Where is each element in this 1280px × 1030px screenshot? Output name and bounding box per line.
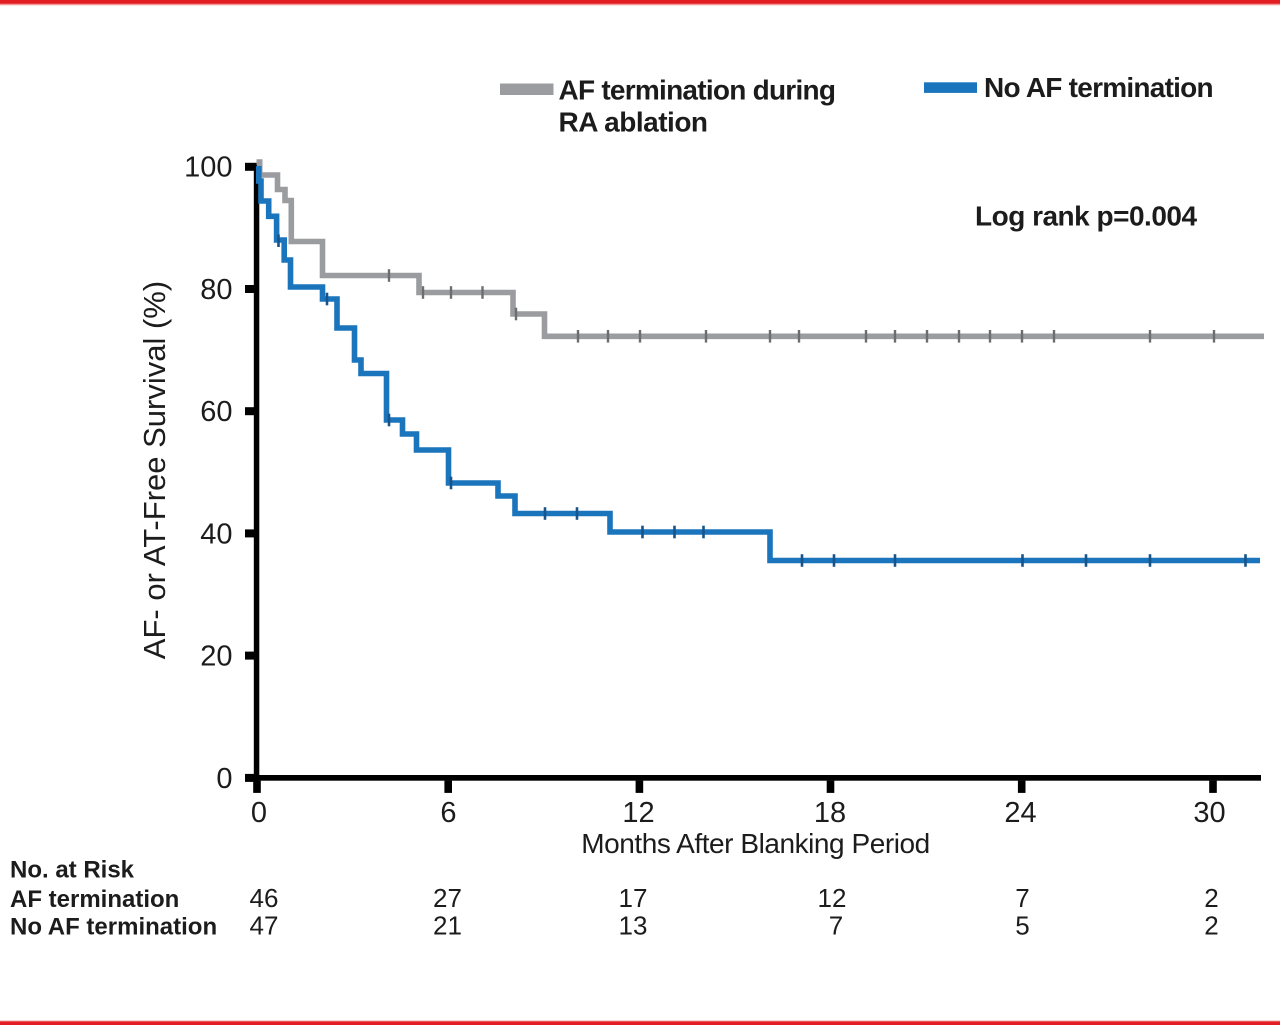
- svg-text:No AF termination: No AF termination: [10, 914, 217, 941]
- svg-text:2: 2: [1204, 911, 1218, 941]
- svg-text:7: 7: [1015, 883, 1029, 913]
- svg-text:20: 20: [200, 641, 232, 673]
- svg-text:27: 27: [433, 883, 462, 913]
- svg-text:60: 60: [200, 396, 232, 428]
- svg-text:47: 47: [250, 911, 279, 941]
- svg-text:2: 2: [1204, 883, 1218, 913]
- svg-text:30: 30: [1193, 797, 1225, 829]
- svg-text:46: 46: [250, 883, 279, 913]
- svg-text:80: 80: [200, 274, 232, 306]
- svg-text:6: 6: [440, 797, 456, 829]
- svg-text:24: 24: [1004, 797, 1036, 829]
- svg-text:40: 40: [200, 518, 232, 550]
- svg-text:Log rank p=0.004: Log rank p=0.004: [975, 201, 1197, 232]
- svg-text:18: 18: [814, 797, 846, 829]
- svg-text:0: 0: [251, 797, 267, 829]
- svg-text:No AF termination: No AF termination: [984, 72, 1213, 103]
- svg-text:0: 0: [216, 763, 232, 795]
- svg-text:7: 7: [829, 911, 843, 941]
- svg-text:AF termination: AF termination: [10, 886, 179, 913]
- svg-text:13: 13: [619, 911, 648, 941]
- svg-text:12: 12: [622, 797, 654, 829]
- svg-text:100: 100: [184, 152, 232, 184]
- svg-text:21: 21: [433, 911, 462, 941]
- svg-text:Months After Blanking Period: Months After Blanking Period: [581, 828, 930, 859]
- svg-text:RA ablation: RA ablation: [559, 107, 708, 138]
- svg-text:AF termination during: AF termination during: [559, 75, 836, 106]
- svg-text:17: 17: [619, 883, 648, 913]
- svg-text:AF- or AT-Free Survival (%): AF- or AT-Free Survival (%): [137, 281, 172, 659]
- svg-text:No. at Risk: No. at Risk: [10, 857, 135, 884]
- svg-text:5: 5: [1015, 911, 1029, 941]
- svg-text:12: 12: [818, 883, 847, 913]
